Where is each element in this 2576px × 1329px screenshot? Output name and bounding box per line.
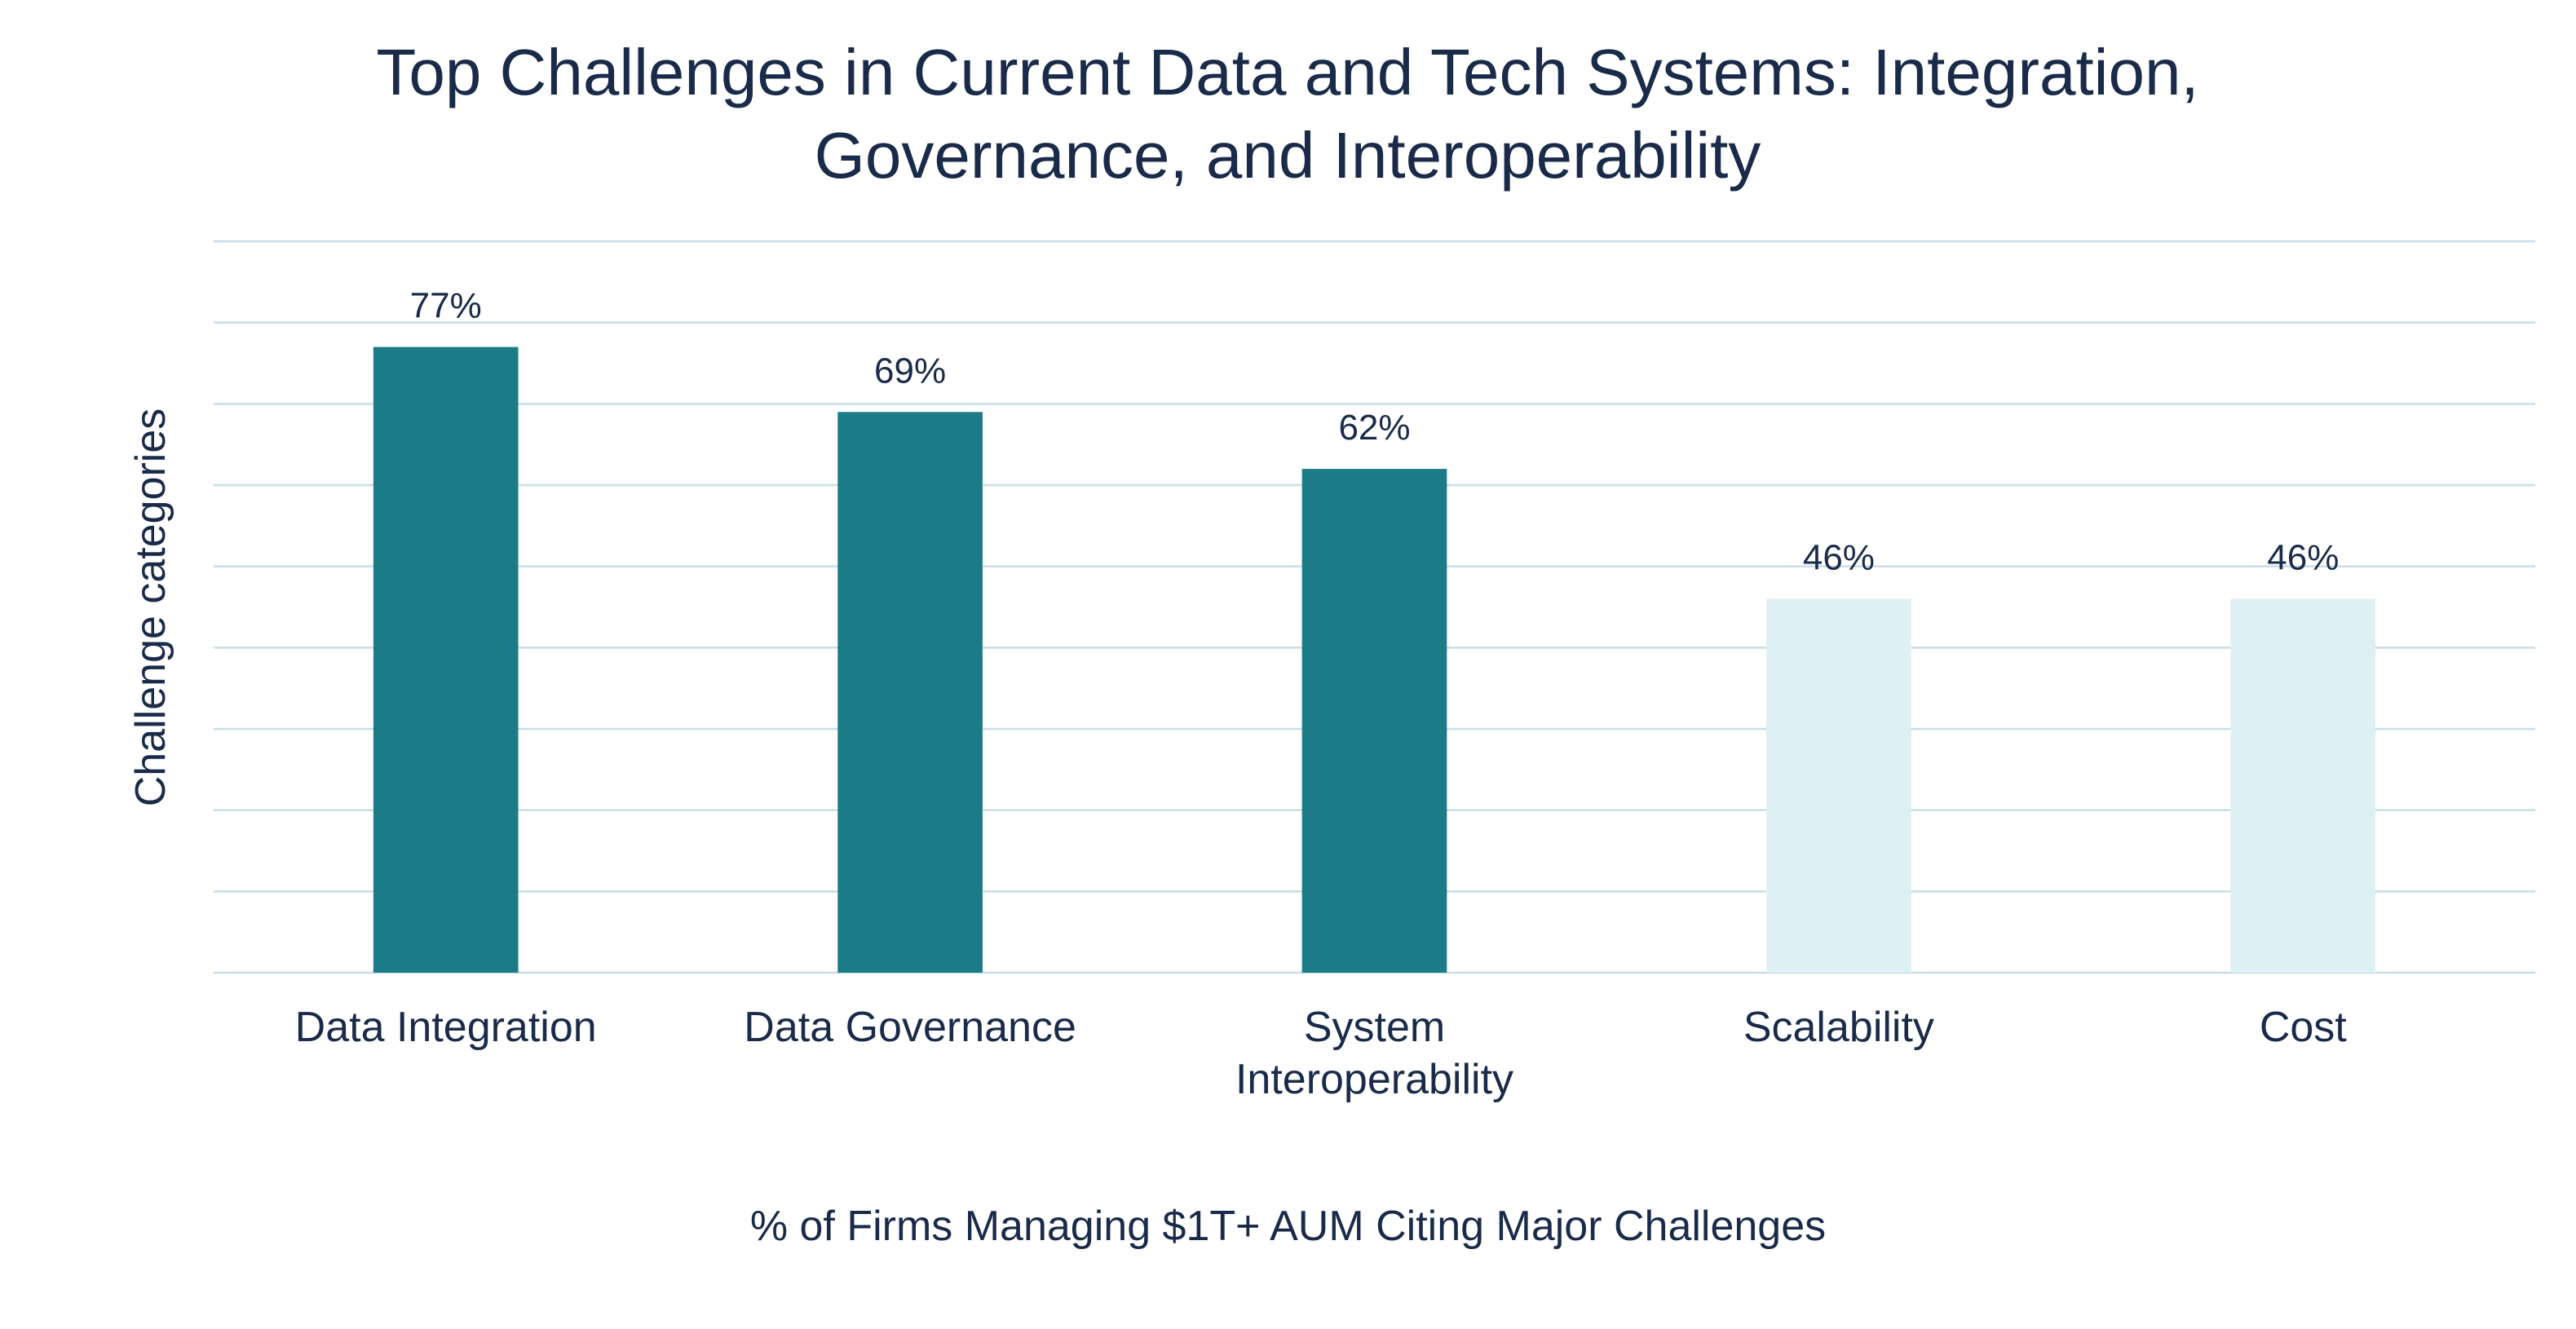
bar xyxy=(837,412,983,973)
value-label: 46% xyxy=(2267,538,2339,578)
value-label: 62% xyxy=(1338,408,1410,448)
value-label: 77% xyxy=(410,286,482,326)
x-axis-label: % of Firms Managing $1T+ AUM Citing Majo… xyxy=(749,1203,1827,1250)
chart-title: Top Challenges in Current Data and Tech … xyxy=(376,36,2199,192)
value-label: 46% xyxy=(1803,538,1875,578)
bar xyxy=(1766,598,1911,973)
x-tick-label: Cost xyxy=(2259,1004,2347,1051)
bar xyxy=(373,347,519,974)
y-axis-label: Challenge categories xyxy=(127,408,175,807)
x-tick-label: Scalability xyxy=(1743,1004,1934,1051)
x-tick-label: Data Governance xyxy=(744,1004,1076,1051)
x-tick-label: Data Integration xyxy=(294,1004,597,1051)
bar xyxy=(1301,469,1447,973)
x-tick-label: System Interoperability xyxy=(1235,1004,1514,1103)
bar xyxy=(2230,598,2376,973)
value-label: 69% xyxy=(874,351,946,391)
